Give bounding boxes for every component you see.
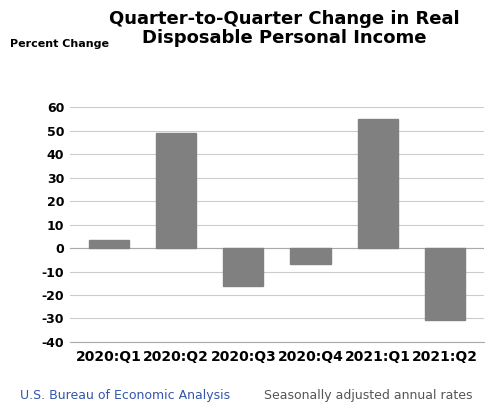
Text: Disposable Personal Income: Disposable Personal Income [142, 29, 427, 47]
Bar [425, 248, 465, 320]
Text: U.S. Bureau of Economic Analysis: U.S. Bureau of Economic Analysis [20, 389, 230, 402]
Text: Quarter-to-Quarter Change in Real: Quarter-to-Quarter Change in Real [109, 10, 460, 28]
Bar [223, 248, 263, 286]
Bar [290, 248, 331, 265]
Bar [156, 133, 196, 248]
Text: Percent Change: Percent Change [10, 39, 109, 49]
Bar [358, 119, 398, 248]
Text: Seasonally adjusted annual rates: Seasonally adjusted annual rates [264, 389, 473, 402]
Bar [89, 240, 129, 248]
